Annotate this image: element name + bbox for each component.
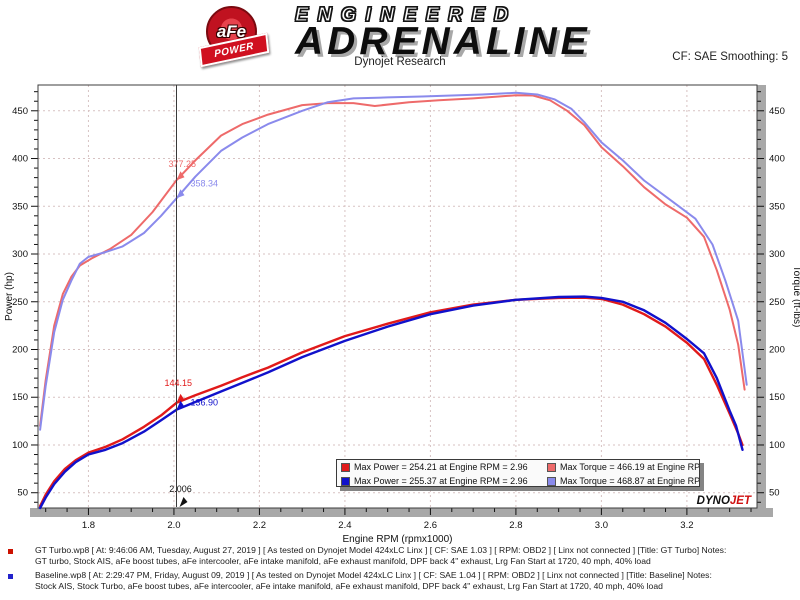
y-tick-label-left: 450: [12, 106, 28, 117]
y-tick-label-right: 300: [769, 249, 785, 260]
header: aFe POWER ENGINEERED ADRENALINE Dynojet …: [0, 0, 800, 80]
cursor-marker-arrow-icon: [176, 171, 185, 181]
x-tick-label: 3.0: [595, 520, 608, 531]
y-tick-label-left: 300: [12, 249, 28, 260]
x-tick-label: 2.4: [338, 520, 351, 531]
series-gt-turbo-power: [38, 296, 744, 508]
cursor-axis-arrow-icon: [179, 497, 188, 507]
chart-subtitle: Dynojet Research: [354, 56, 446, 68]
y-tick-label-right: 250: [769, 297, 785, 308]
legend-entry: Max Power = 255.37 at Engine RPM = 2.96: [339, 476, 545, 486]
legend-text: Max Torque = 468.87 at Engine RPM = 2.80: [560, 476, 699, 486]
x-tick-label: 2.6: [424, 520, 437, 531]
y-tick-label-right: 350: [769, 201, 785, 212]
x-tick-label: 2.2: [253, 520, 266, 531]
legend-text: Max Power = 255.37 at Engine RPM = 2.96: [354, 476, 528, 486]
run-entry-gt-turbo: GT Turbo.wp8 [ At: 9:46:06 AM, Tuesday, …: [0, 545, 800, 567]
cursor-marker-arrow-icon: [176, 189, 185, 199]
y-tick-label-right: 200: [769, 344, 785, 355]
legend-marker-icon: [341, 476, 350, 486]
y-tick-label-right: 150: [769, 392, 785, 403]
x-axis-title: Engine RPM (rpmx1000): [342, 534, 452, 545]
y-axis-band: [757, 85, 766, 517]
chart-canvas: 1.8 2.0 2.2 2.4 2.6 2.8 3.0 3.2 50 50 100 100 150 150…: [4, 84, 800, 545]
y-tick-label-left: 350: [12, 201, 28, 212]
series-baseline-torque: [39, 91, 748, 431]
cursor-x-label: 2.006: [169, 484, 192, 494]
legend-entry: Max Power = 254.21 at Engine RPM = 2.96: [339, 462, 545, 472]
brand-engineered: ENGINEERED: [294, 3, 518, 26]
y-tick-label-right: 400: [769, 154, 785, 165]
legend-text: Max Torque = 466.19 at Engine RPM = 2.80: [560, 462, 699, 472]
y-tick-label-left: 250: [12, 297, 28, 308]
brand-adrenaline: ADRENALINE: [295, 20, 591, 63]
x-axis-band: [30, 508, 773, 517]
series-gt-turbo-torque: [39, 94, 746, 427]
run-bullet-icon: [8, 574, 13, 579]
y-axis-title-right: Torque (ft-lbs): [791, 266, 800, 328]
x-tick-label: 2.8: [509, 520, 522, 531]
smoothing-note: CF: SAE Smoothing: 5: [672, 51, 788, 63]
legend-marker-icon: [547, 476, 556, 486]
cursor-marker-label: 358.34: [190, 178, 218, 188]
y-tick-label-left: 200: [12, 344, 28, 355]
series-baseline-power: [38, 295, 744, 510]
run-line1: Baseline.wp8 [ At: 2:29:47 PM, Friday, A…: [35, 570, 712, 580]
run-line1: GT Turbo.wp8 [ At: 9:46:06 AM, Tuesday, …: [35, 545, 727, 555]
y-tick-label-left: 150: [12, 392, 28, 403]
y-tick-label-right: 100: [769, 440, 785, 451]
run-bullet-icon: [8, 549, 13, 554]
y-tick-label-right: 50: [769, 488, 780, 499]
run-descriptions: GT Turbo.wp8 [ At: 9:46:06 AM, Tuesday, …: [0, 545, 800, 595]
y-tick-label-left: 100: [12, 440, 28, 451]
cursor-marker-label: 377.25: [168, 159, 196, 169]
plot-border: [37, 84, 758, 509]
legend: Max Power = 254.21 at Engine RPM = 2.96 M…: [336, 459, 700, 487]
cursor-marker-label: 136.90: [190, 398, 218, 408]
legend-entry: Max Torque = 468.87 at Engine RPM = 2.80: [545, 476, 699, 486]
dynojet-watermark: DYNOJET: [697, 495, 752, 507]
legend-entry: Max Torque = 466.19 at Engine RPM = 2.80: [545, 462, 699, 472]
x-tick-label: 2.0: [167, 520, 180, 531]
legend-marker-icon: [547, 462, 556, 472]
y-axis-title-left: Power (hp): [4, 272, 15, 321]
legend-marker-icon: [341, 462, 350, 472]
run-line2: Stock AIS, Stock Turbo, aFe boost tubes,…: [35, 581, 663, 591]
cursor-marker-arrow-icon: [176, 400, 185, 410]
x-tick-label: 1.8: [82, 520, 95, 531]
brand-block: ENGINEERED ADRENALINE: [294, 3, 715, 63]
dyno-chart: 1.8 2.0 2.2 2.4 2.6 2.8 3.0 3.2 50 50 100 100 150 150…: [0, 80, 800, 545]
cursor-marker-arrow-icon: [176, 393, 185, 403]
y-tick-label-left: 50: [17, 488, 28, 499]
run-line2: GT turbo, Stock AIS, aFe boost tubes, aF…: [35, 556, 651, 566]
y-tick-label-right: 450: [769, 106, 785, 117]
afe-logo-text: aFe: [216, 21, 247, 41]
run-entry-baseline: Baseline.wp8 [ At: 2:29:47 PM, Friday, A…: [0, 570, 800, 592]
x-tick-label: 3.2: [680, 520, 693, 531]
y-tick-label-left: 400: [12, 154, 28, 165]
legend-text: Max Power = 254.21 at Engine RPM = 2.96: [354, 462, 528, 472]
cursor-marker-label: 144.15: [164, 378, 192, 388]
